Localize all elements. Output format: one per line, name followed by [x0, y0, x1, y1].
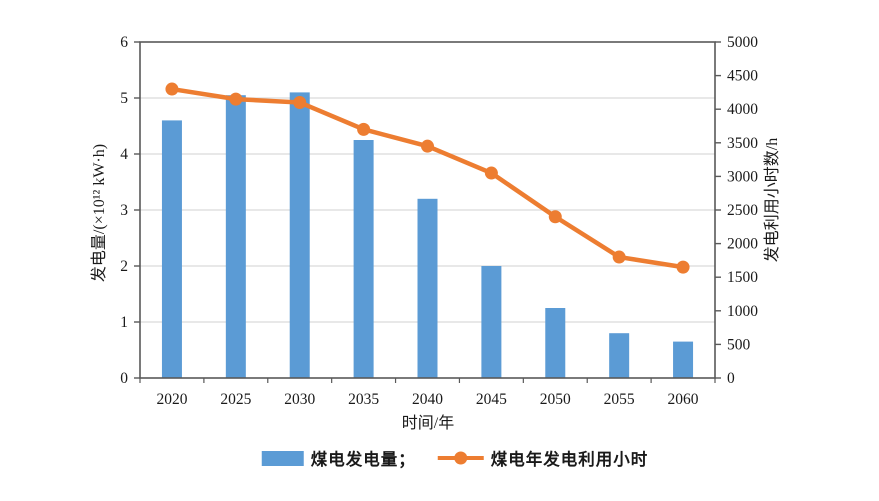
y-right-tick-label-2500: 2500: [727, 202, 758, 219]
legend-label-utilization-hours: 煤电年发电利用小时: [490, 450, 649, 469]
line-marker-2025: [229, 92, 243, 106]
legend: 煤电发电量； 煤电年发电利用小时: [261, 446, 649, 470]
x-tick-label-2040: 2040: [412, 391, 443, 408]
bar-2045: [481, 266, 502, 378]
y-left-tick-label-4: 4: [120, 146, 128, 163]
x-tick-label-2030: 2030: [284, 391, 315, 408]
bar-2060: [673, 341, 694, 378]
x-tick-label-2060: 2060: [668, 391, 699, 408]
legend-bar-swatch: [261, 450, 304, 466]
legend-marker-dot-icon: [454, 451, 468, 465]
y-right-tick-label-2000: 2000: [727, 236, 758, 253]
bar-2020: [161, 120, 182, 379]
y-left-tick-label-1: 1: [120, 314, 128, 331]
y-right-tick-label-4500: 4500: [727, 68, 758, 85]
x-axis-title: 时间/年: [401, 415, 455, 432]
x-tick-label-2045: 2045: [476, 391, 507, 408]
y-right-tick-label-3000: 3000: [727, 168, 758, 185]
y-left-tick-label-2: 2: [120, 258, 128, 275]
y-right-tick-label-1500: 1500: [727, 269, 758, 286]
legend-item-utilization-hours: 煤电年发电利用小时: [437, 446, 649, 470]
y-right-tick-label-4000: 4000: [727, 101, 758, 118]
line-marker-2020: [165, 82, 179, 96]
bar-2040: [417, 198, 438, 378]
x-tick-label-2055: 2055: [604, 391, 635, 408]
x-tick-label-2035: 2035: [348, 391, 379, 408]
legend-label-coal-generation: 煤电发电量；: [310, 450, 416, 469]
legend-item-coal-generation: 煤电发电量；: [261, 446, 416, 470]
y-left-tick-label-6: 6: [120, 34, 128, 51]
bar-2035: [353, 140, 374, 378]
y-right-tick-label-500: 500: [727, 336, 751, 353]
y-right-tick-label-3500: 3500: [727, 135, 758, 152]
y-right-tick-label-1000: 1000: [727, 303, 758, 320]
bar-2050: [545, 308, 566, 378]
bar-2025: [225, 95, 246, 378]
y-right-tick-label-0: 0: [727, 370, 735, 387]
line-marker-2035: [357, 122, 371, 136]
bar-2030: [289, 92, 310, 379]
x-tick-label-2025: 2025: [220, 391, 251, 408]
y-axis-title-right: 发电利用小时数/h: [764, 137, 781, 263]
legend-line-swatch: [437, 451, 484, 465]
y-right-tick-label-5000: 5000: [727, 34, 758, 51]
y-left-tick-label-3: 3: [120, 202, 128, 219]
bar-2055: [609, 333, 630, 378]
x-tick-label-2020: 2020: [156, 391, 187, 408]
y-axis-title-left: 发电量/(×10¹² kW·h): [91, 143, 108, 283]
line-marker-2050: [548, 210, 562, 224]
y-left-tick-label-5: 5: [120, 90, 128, 107]
x-tick-label-2050: 2050: [540, 391, 571, 408]
line-marker-2040: [421, 139, 434, 153]
line-marker-2055: [612, 250, 626, 264]
y-left-tick-label-0: 0: [120, 370, 128, 387]
line-marker-2030: [293, 95, 307, 109]
line-marker-2045: [484, 166, 498, 180]
line-marker-2060: [676, 260, 690, 274]
